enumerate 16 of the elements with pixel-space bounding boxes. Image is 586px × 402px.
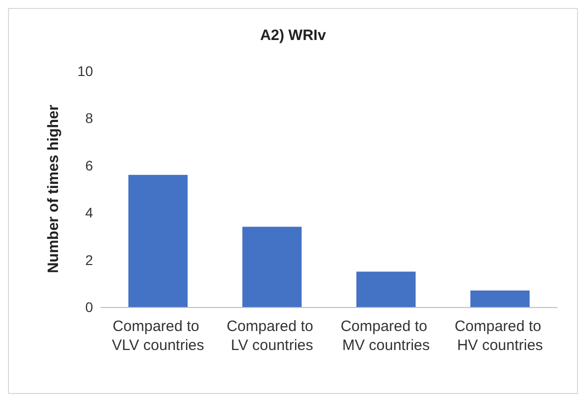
y-tick-label: 2 [85, 252, 94, 268]
y-tick-label: 8 [85, 110, 94, 126]
x-tick-label: Compared to MV countries [340, 318, 432, 354]
y-tick-label: 4 [85, 204, 94, 221]
x-tick-label: Compared to HV countries [454, 318, 546, 354]
x-tick-label: Compared to LV countries [226, 318, 318, 354]
bar [470, 290, 530, 307]
chart-title: A2) WRIv [260, 27, 327, 44]
y-tick-label: 6 [85, 157, 94, 174]
x-tick-label: Compared to VLV countries [112, 318, 204, 354]
y-tick-label: 10 [77, 63, 94, 79]
bar [128, 174, 188, 307]
bar [242, 226, 302, 307]
y-tick-label: 0 [85, 299, 94, 315]
bar [356, 272, 416, 307]
y-axis-title: Number of times higher [45, 104, 62, 274]
